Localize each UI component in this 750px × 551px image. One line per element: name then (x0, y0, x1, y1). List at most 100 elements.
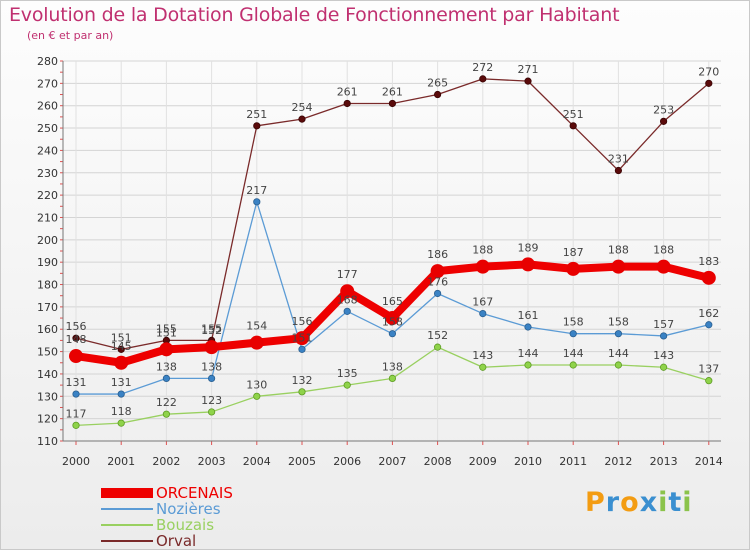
y-tick-label-270: 270 (37, 77, 58, 90)
data-label-orval-2007: 261 (382, 85, 403, 98)
data-label-bouzais-2006: 135 (337, 367, 358, 380)
y-tick-label-240: 240 (37, 144, 58, 157)
y-tick-label-140: 140 (37, 368, 58, 381)
legend-label-bouzais: Bouzais (156, 516, 215, 534)
point-bouzais-2001 (117, 419, 125, 427)
y-tick-label-120: 120 (37, 413, 58, 426)
x-tick-label-2010: 2010 (514, 455, 542, 468)
point-orval-2001 (117, 345, 125, 353)
point-orcenais-2003 (204, 340, 219, 355)
data-label-bouzais-2014: 137 (698, 363, 719, 376)
logo-letter-6: i (682, 487, 693, 518)
legend-swatch-nozieres (101, 508, 153, 510)
x-tick-label-2012: 2012 (604, 455, 632, 468)
data-label-orval-2014: 270 (698, 65, 719, 78)
x-tick-label-2006: 2006 (333, 455, 361, 468)
data-label-orval-2010: 271 (518, 63, 539, 76)
point-orval-2010 (524, 77, 532, 85)
point-orcenais-2004 (249, 335, 264, 350)
point-orcenais-2010 (521, 257, 535, 272)
point-nozieres-2005 (298, 345, 306, 353)
x-tick-label-2009: 2009 (469, 455, 497, 468)
x-tick-label-2004: 2004 (243, 455, 271, 468)
data-label-orval-2003: 155 (201, 322, 222, 335)
y-tick-label-260: 260 (37, 100, 58, 113)
data-label-orcenais-2012: 188 (608, 244, 629, 257)
data-label-orval-2011: 251 (563, 108, 584, 121)
data-label-nozieres-2014: 162 (698, 307, 719, 320)
data-label-orval-2005: 254 (292, 101, 313, 114)
point-orval-2004 (253, 122, 261, 130)
point-orval-2013 (659, 117, 668, 125)
logo-letter-4: i (658, 487, 669, 518)
point-nozieres-2002 (162, 374, 170, 383)
y-tick-label-150: 150 (37, 346, 58, 359)
point-bouzais-2002 (162, 410, 170, 418)
point-nozieres-2013 (659, 332, 668, 340)
data-label-orval-2004: 251 (246, 108, 267, 121)
data-label-bouzais-2010: 144 (518, 347, 539, 360)
point-orval-2014 (705, 79, 713, 87)
data-label-orcenais-2000: 148 (66, 333, 87, 346)
point-bouzais-2013 (659, 363, 668, 371)
data-label-bouzais-2002: 122 (156, 396, 177, 409)
data-label-orval-2013: 253 (653, 103, 674, 116)
data-label-bouzais-2009: 143 (472, 349, 493, 362)
point-orval-2000 (72, 334, 80, 342)
point-bouzais-2012 (614, 361, 623, 369)
data-label-nozieres-2005: 151 (292, 331, 313, 344)
data-label-nozieres-2003: 138 (201, 360, 222, 373)
data-label-orcenais-2007: 165 (382, 295, 403, 308)
point-bouzais-2011 (569, 361, 577, 369)
point-orval-2006 (343, 99, 351, 108)
point-orcenais-2006 (340, 284, 355, 299)
point-orval-2012 (614, 166, 623, 175)
point-orcenais-2013 (656, 259, 671, 274)
chart-subtitle: (en € et par an) (27, 29, 114, 42)
point-bouzais-2014 (705, 377, 713, 385)
point-orcenais-2012 (611, 259, 626, 274)
x-tick-label-2014: 2014 (695, 455, 723, 468)
point-nozieres-2001 (117, 390, 125, 398)
data-label-nozieres-2007: 158 (382, 316, 403, 329)
point-orcenais-2005 (295, 331, 309, 346)
point-orval-2005 (298, 115, 306, 123)
data-label-orcenais-2005: 156 (292, 315, 313, 328)
x-tick-label-2001: 2001 (107, 455, 135, 468)
x-tick-label-2007: 2007 (378, 455, 406, 468)
y-tick-label-250: 250 (37, 122, 58, 135)
proxiti-logo[interactable]: Proxiti (585, 487, 693, 518)
data-label-bouzais-2011: 144 (563, 347, 584, 360)
point-orcenais-2014 (701, 270, 716, 285)
x-tick-label-2013: 2013 (650, 455, 678, 468)
data-label-orval-2000: 156 (66, 320, 87, 333)
data-label-nozieres-2002: 138 (156, 360, 177, 373)
data-label-bouzais-2004: 130 (246, 378, 267, 391)
point-orcenais-2002 (159, 342, 174, 357)
point-nozieres-2011 (569, 330, 577, 338)
data-label-orval-2012: 231 (608, 153, 629, 166)
y-tick-label-160: 160 (37, 323, 58, 336)
point-bouzais-2008 (433, 343, 442, 351)
data-label-bouzais-2013: 143 (653, 349, 674, 362)
point-nozieres-2004 (253, 198, 261, 206)
data-label-bouzais-2001: 118 (111, 405, 132, 418)
point-orcenais-2001 (114, 355, 129, 370)
point-nozieres-2014 (705, 321, 713, 329)
point-orcenais-2007 (385, 311, 400, 326)
y-tick-label-280: 280 (37, 55, 58, 68)
point-bouzais-2006 (343, 381, 351, 389)
y-tick-label-210: 210 (37, 211, 58, 224)
legend-label-nozieres: Nozières (156, 500, 221, 518)
data-label-orval-2006: 261 (337, 85, 358, 98)
x-tick-label-2005: 2005 (288, 455, 316, 468)
legend-swatch-orcenais (101, 488, 153, 498)
data-label-orcenais-2004: 154 (246, 320, 267, 333)
x-tick-label-2011: 2011 (559, 455, 587, 468)
data-label-nozieres-2000: 131 (66, 376, 87, 389)
logo-letter-1: r (605, 487, 621, 518)
data-label-nozieres-2010: 161 (518, 309, 539, 322)
point-orval-2007 (388, 99, 396, 108)
data-label-orval-2002: 155 (156, 322, 177, 335)
